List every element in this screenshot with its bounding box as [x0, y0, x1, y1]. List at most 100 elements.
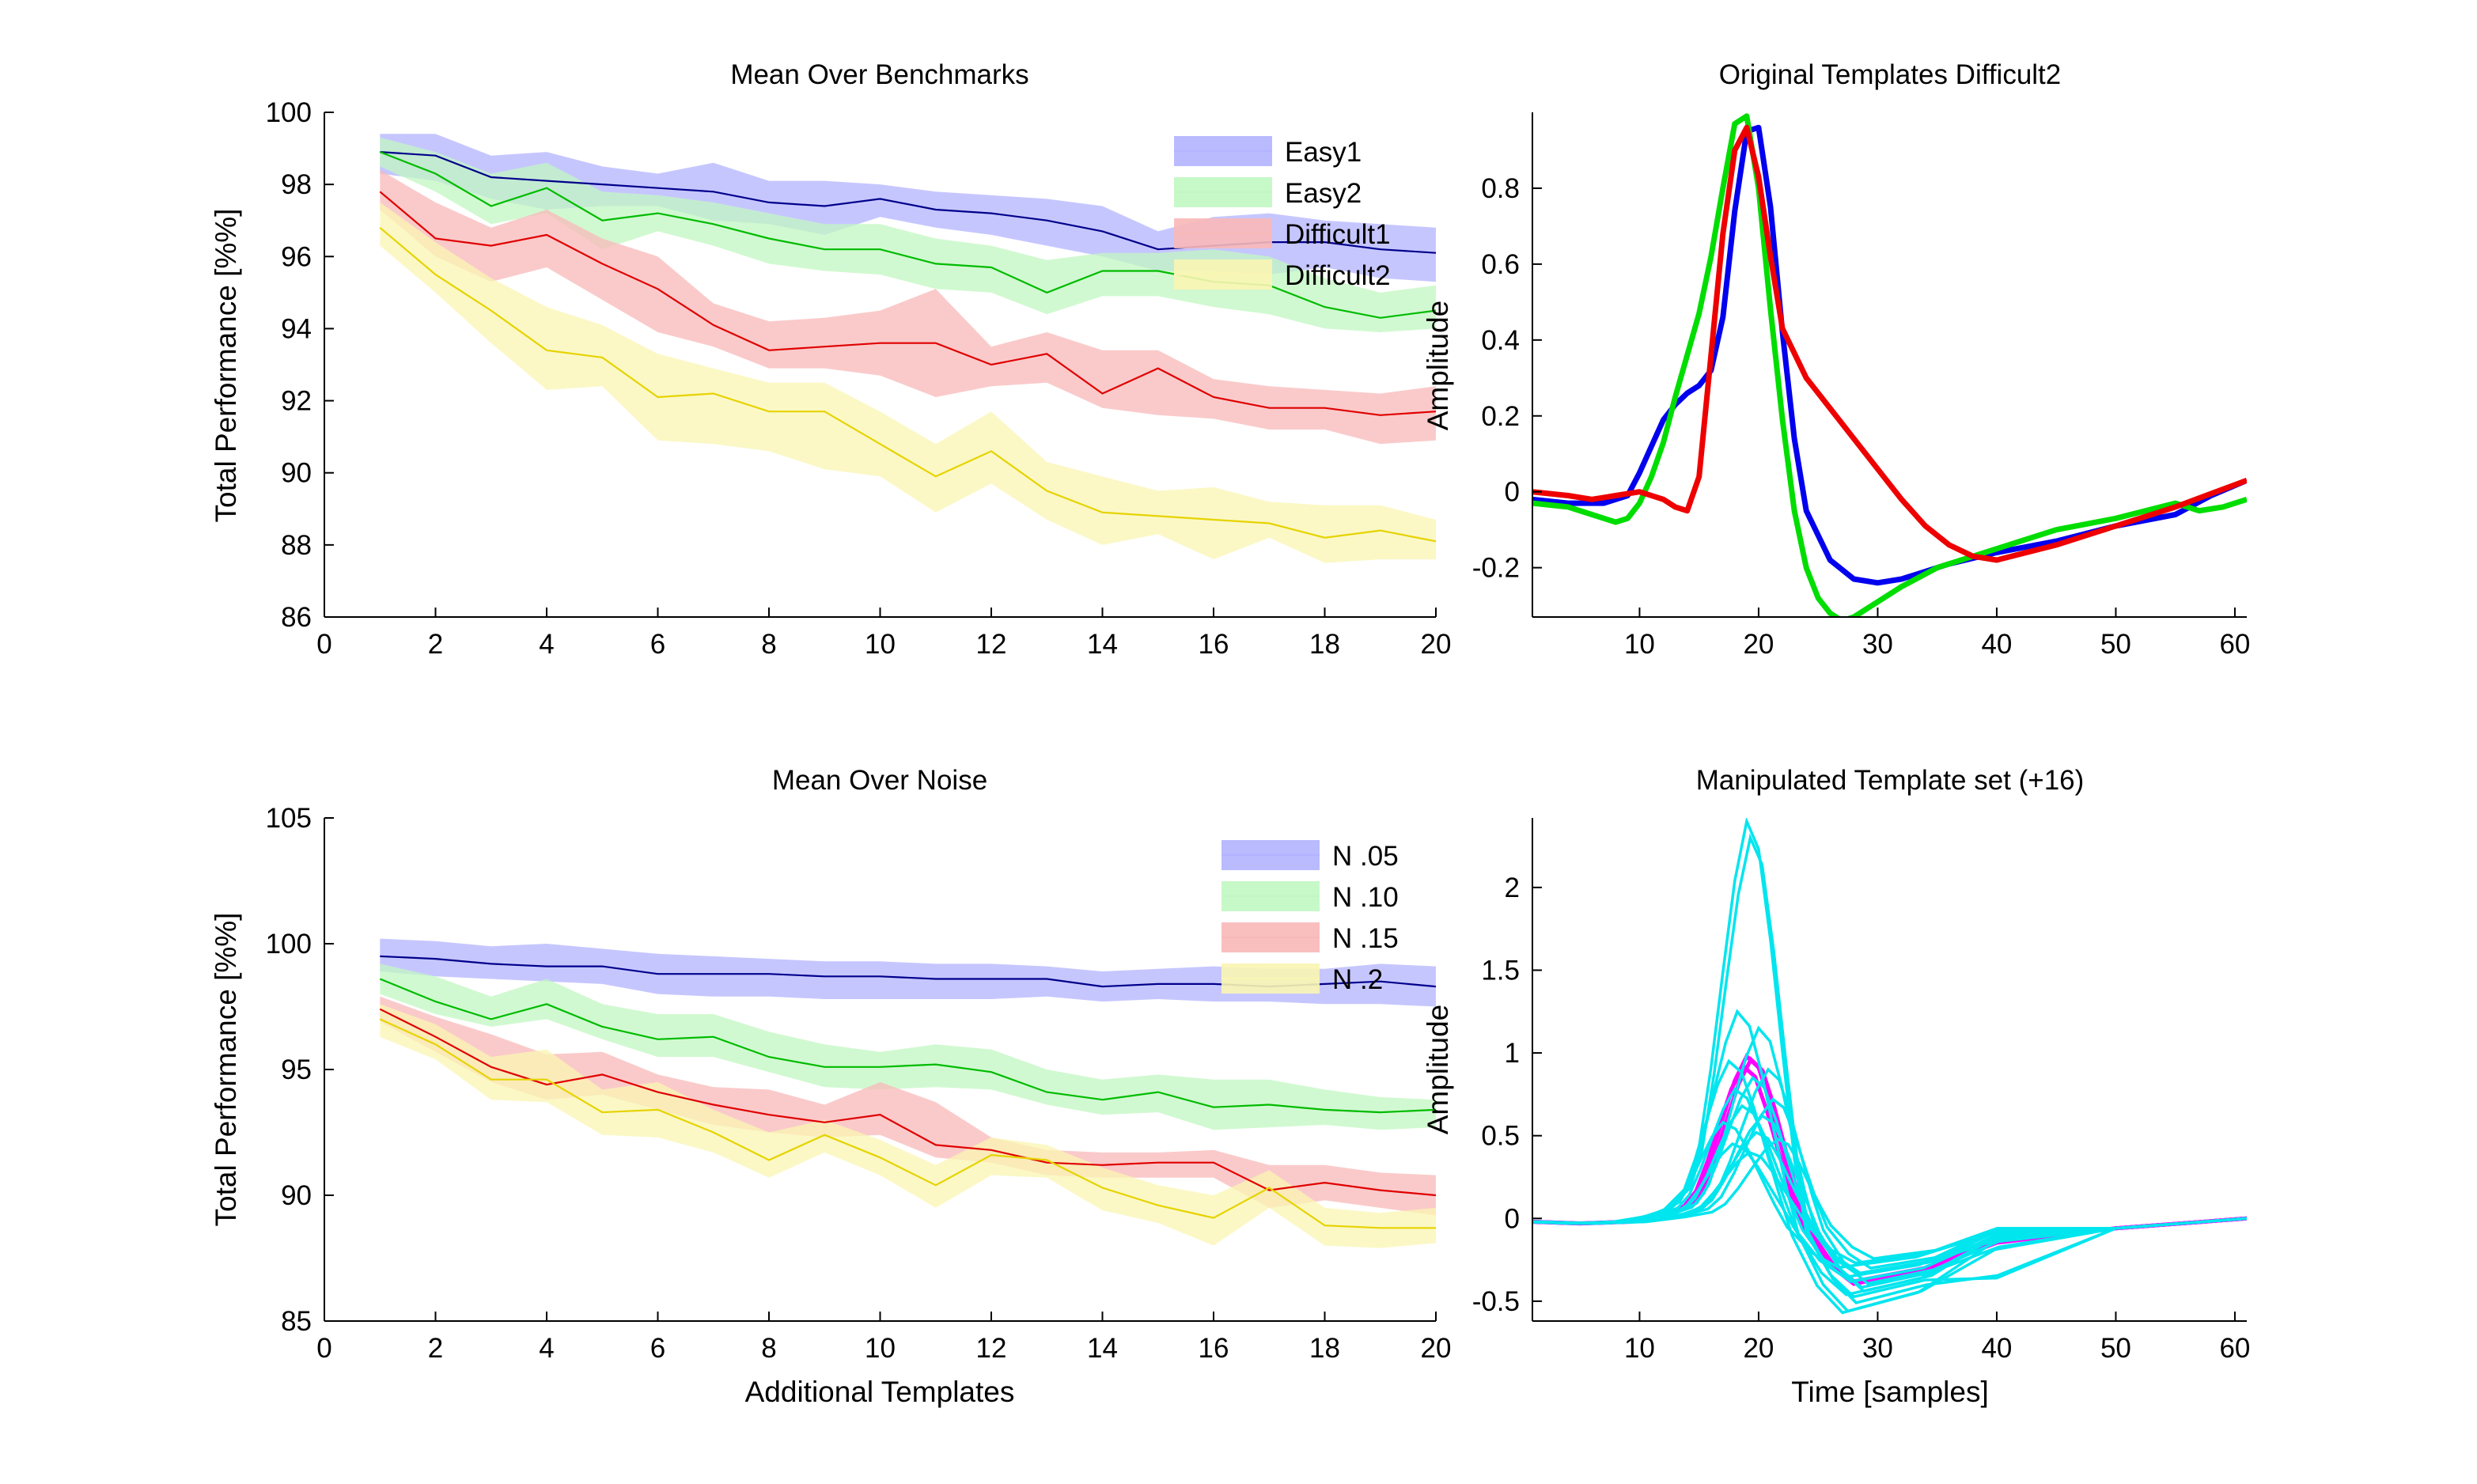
- y-tick-label: 85: [281, 1306, 312, 1337]
- x-tick-label: 10: [865, 629, 896, 660]
- y-tick-label: 88: [281, 530, 312, 561]
- legend-label: N .10: [1332, 882, 1399, 913]
- x-tick-label: 40: [1981, 1333, 2012, 1364]
- y-tick-label: 1.5: [1481, 955, 1520, 986]
- y-tick-label: 92: [281, 386, 312, 417]
- chart-title: Mean Over Noise: [772, 765, 987, 796]
- plot-area: [1532, 818, 2247, 1321]
- confidence-band: [380, 134, 1436, 282]
- manipulated-template-line: [1536, 1025, 2247, 1289]
- template-line: [1532, 124, 2247, 586]
- x-tick-label: 30: [1862, 1333, 1893, 1364]
- series-line: [379, 226, 1436, 543]
- manipulated-template-line: [1540, 1137, 2247, 1260]
- y-tick-label: 0.5: [1481, 1121, 1520, 1152]
- y-tick-label: 105: [266, 803, 312, 834]
- plot-area: [1532, 112, 2247, 617]
- x-tick-label: 16: [1199, 1333, 1229, 1364]
- x-tick-label: 40: [1981, 629, 2012, 660]
- x-tick-label: 20: [1421, 629, 1452, 660]
- original-template-line: [1533, 1056, 2247, 1285]
- y-tick-label: 98: [281, 169, 312, 200]
- x-tick-label: 50: [2100, 629, 2131, 660]
- legend-label: Easy2: [1285, 178, 1362, 209]
- manipulated-template-line: [1535, 1130, 2247, 1275]
- x-tick-label: 18: [1309, 629, 1340, 660]
- x-tick-label: 12: [976, 629, 1007, 660]
- panel-original: Original Templates Difficult2 Amplitude …: [1422, 59, 2250, 660]
- manipulated-template-line: [1532, 1150, 2247, 1265]
- y-tick-label: 100: [266, 929, 312, 960]
- confidence-band: [380, 996, 1436, 1216]
- legend-label: Difficult1: [1285, 219, 1391, 250]
- original-template-line: [1532, 1062, 2247, 1285]
- y-tick-label: 100: [266, 97, 312, 128]
- legend-label: Easy1: [1285, 137, 1362, 168]
- manipulated-template-line: [1532, 818, 2247, 1299]
- y-tick-label: -0.5: [1472, 1286, 1520, 1317]
- legend: Easy1 Easy2 Difficult1 Difficult2: [1174, 136, 1391, 291]
- y-tick-label: 95: [281, 1054, 312, 1085]
- x-tick-label: 0: [316, 1333, 331, 1364]
- x-axis-label: Time [samples]: [1791, 1376, 1988, 1408]
- x-tick-label: 18: [1309, 1333, 1340, 1364]
- panel-benchmarks: Mean Over Benchmarks Total Performance […: [210, 59, 1451, 660]
- x-tick-label: 6: [650, 629, 665, 660]
- x-tick-label: 4: [539, 629, 554, 660]
- original-template-line: [1532, 1053, 2247, 1286]
- manipulated-template-line: [1538, 1067, 2247, 1285]
- chart-title: Manipulated Template set (+16): [1696, 765, 2085, 796]
- y-axis-label: Amplitude: [1422, 301, 1454, 431]
- x-tick-label: 60: [2219, 1333, 2250, 1364]
- plot-layer: [379, 134, 1436, 563]
- x-tick-label: 0: [316, 629, 331, 660]
- y-axis-label: Amplitude: [1422, 1005, 1454, 1135]
- y-tick-label: 0.8: [1481, 173, 1520, 204]
- x-tick-label: 20: [1421, 1333, 1452, 1364]
- y-axis-label: Total Performance [%%]: [210, 913, 242, 1227]
- y-tick-label: 0: [1505, 477, 1520, 508]
- legend-label: N .15: [1332, 923, 1399, 954]
- y-axis-label: Total Performance [%%]: [210, 209, 242, 523]
- x-tick-label: 14: [1087, 1333, 1118, 1364]
- legend-label: N .2: [1332, 964, 1383, 995]
- x-tick-label: 20: [1743, 1333, 1774, 1364]
- panel-noise: Mean Over Noise Total Performance [%%] A…: [210, 765, 1451, 1408]
- y-tick-label: 90: [281, 458, 312, 489]
- manipulated-template-line: [1540, 1097, 2247, 1270]
- y-tick-label: 0: [1505, 1203, 1520, 1234]
- series-line: [379, 1018, 1436, 1229]
- template-line: [1532, 113, 2247, 617]
- series-line: [379, 191, 1436, 416]
- confidence-band: [380, 137, 1436, 332]
- manipulated-template-line: [1534, 1075, 2247, 1277]
- panel-manipulated: Manipulated Template set (+16) Amplitude…: [1422, 765, 2250, 1408]
- series-line: [379, 1008, 1436, 1197]
- legend-label: Difficult2: [1285, 260, 1391, 291]
- x-tick-label: 2: [428, 1333, 443, 1364]
- legend-label: N .05: [1332, 841, 1399, 872]
- y-tick-label: 0.4: [1481, 325, 1520, 356]
- y-tick-label: 90: [281, 1180, 312, 1211]
- plot-layer: [1532, 113, 2247, 617]
- chart-title: Original Templates Difficult2: [1719, 59, 2062, 90]
- template-line: [1532, 124, 2247, 563]
- series-line: [379, 978, 1436, 1114]
- plot-layer: [1532, 818, 2247, 1315]
- x-axis-label: Additional Templates: [745, 1376, 1015, 1408]
- x-tick-label: 10: [865, 1333, 896, 1364]
- manipulated-template-line: [1532, 1058, 2247, 1315]
- x-tick-label: 10: [1624, 629, 1655, 660]
- confidence-band: [380, 1004, 1436, 1248]
- confidence-band: [380, 202, 1436, 563]
- y-tick-label: -0.2: [1472, 553, 1520, 584]
- legend: N .05 N .10 N .15 N .2: [1221, 840, 1399, 995]
- x-tick-label: 20: [1743, 629, 1774, 660]
- y-tick-label: 1: [1505, 1038, 1520, 1069]
- x-tick-label: 50: [2100, 1333, 2131, 1364]
- y-tick-label: 0.6: [1481, 249, 1520, 280]
- x-tick-label: 60: [2219, 629, 2250, 660]
- manipulated-template-line: [1532, 1142, 2247, 1279]
- confidence-band: [380, 963, 1436, 1130]
